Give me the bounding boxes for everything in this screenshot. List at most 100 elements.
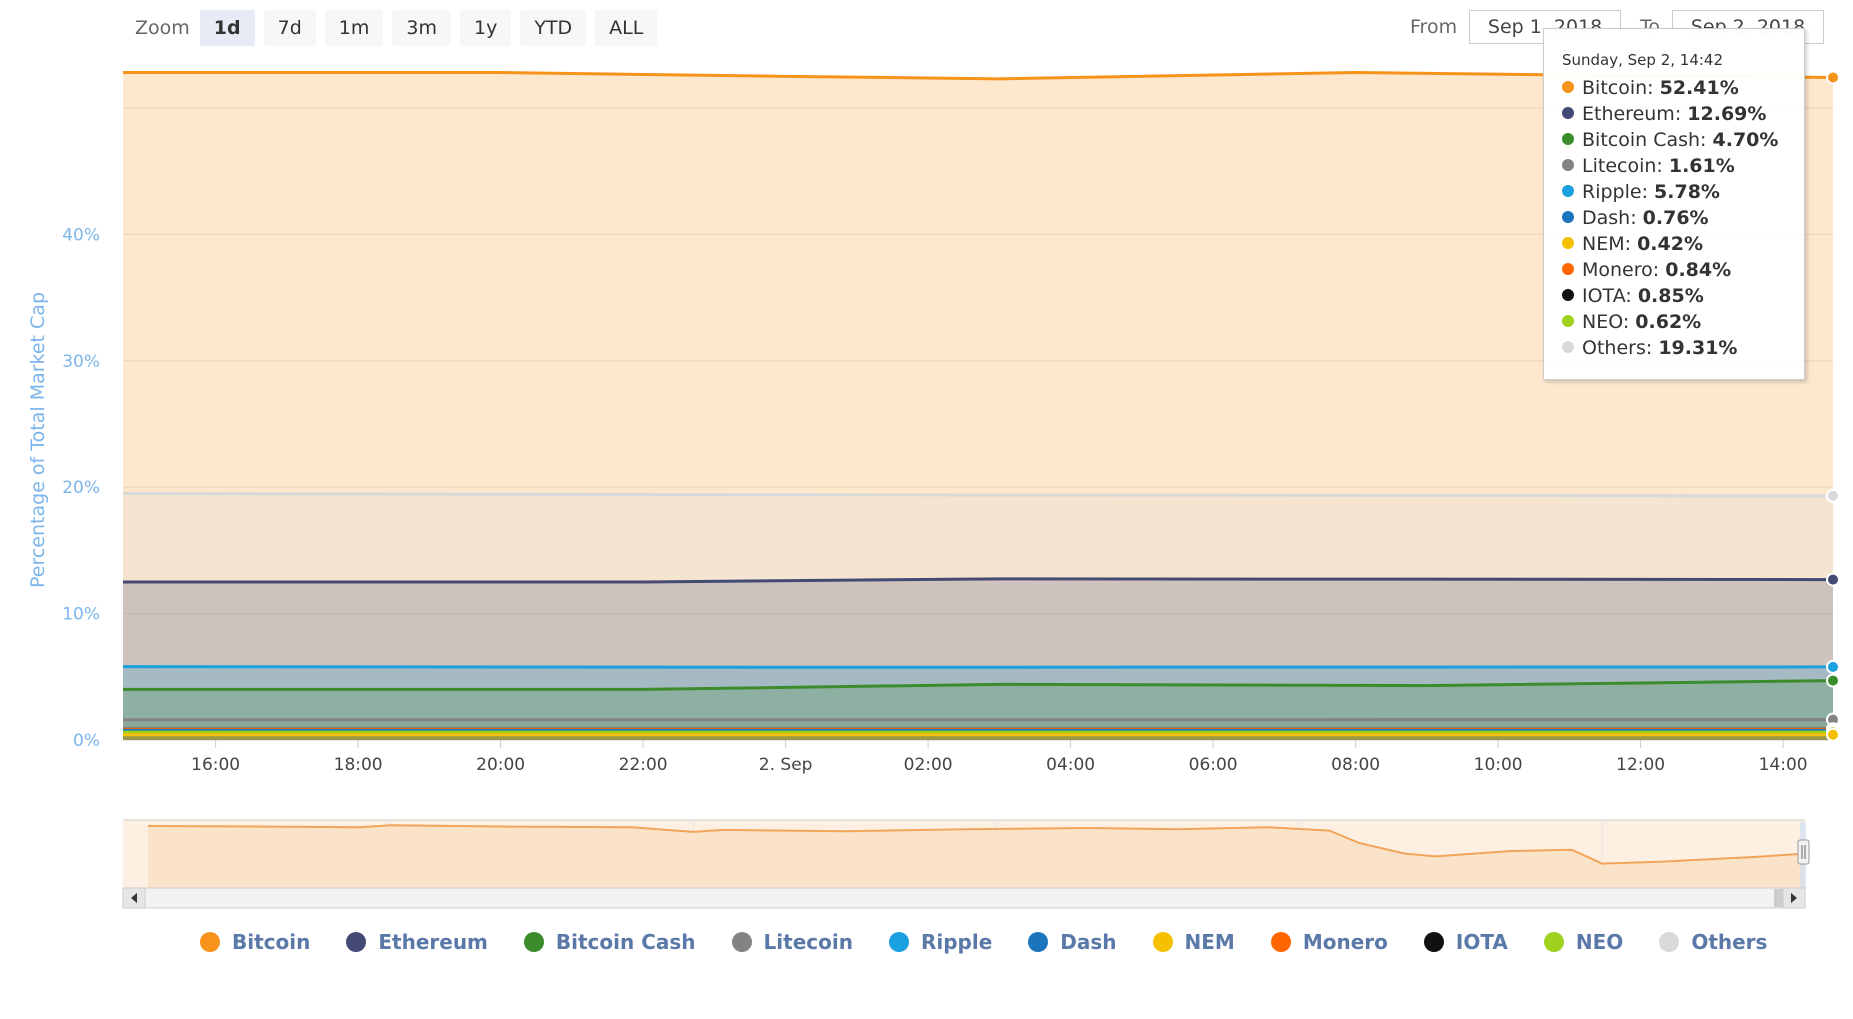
tooltip-dot	[1562, 80, 1574, 93]
tooltip-row-bitcoin-cash: Bitcoin Cash: 4.70%	[1562, 127, 1786, 153]
tooltip-series-name: Ripple	[1582, 181, 1642, 203]
tooltip-separator: :	[1645, 337, 1659, 359]
legend-dot	[523, 932, 544, 952]
tooltip-row-iota: IOTA: 0.85%	[1562, 283, 1786, 309]
area-bitcoin	[123, 72, 1833, 740]
legend-dot	[346, 932, 367, 952]
legend-dot	[1028, 932, 1049, 952]
legend-item-monero[interactable]: Monero	[1270, 930, 1388, 954]
legend-item-ethereum[interactable]: Ethereum	[346, 930, 488, 954]
area-others	[123, 493, 1833, 740]
tooltip: Sunday, Sep 2, 14:42 Bitcoin: 52.41% Ethe…	[1543, 28, 1805, 380]
tooltip-dot	[1562, 158, 1574, 171]
tooltip-rows: Bitcoin: 52.41% Ethereum: 12.69% Bitcoin C…	[1562, 75, 1786, 361]
scrollbar-thumb[interactable]	[1774, 889, 1783, 907]
zoom-1m-button[interactable]: 1m	[324, 10, 384, 46]
y-axis-title: Percentage of Total Market Cap	[27, 292, 49, 588]
legend-item-nem[interactable]: NEM	[1152, 930, 1235, 954]
legend-item-bitcoin-cash[interactable]: Bitcoin Cash	[523, 930, 696, 954]
x-tick-label: 20:00	[476, 755, 525, 775]
x-tick-label: 12:00	[1616, 755, 1665, 775]
legend-dot	[1659, 932, 1680, 952]
navigator: 20142015201620172018	[123, 819, 1810, 888]
marker-ripple[interactable]	[1826, 659, 1840, 674]
x-tick-label: 04:00	[1046, 755, 1095, 775]
line-others[interactable]	[122, 491, 1834, 498]
tooltip-series-name: Others	[1582, 337, 1646, 359]
zoom-1d-button[interactable]: 1d	[199, 10, 255, 46]
legend-dot	[200, 932, 220, 952]
marker-nem[interactable]	[1826, 727, 1840, 742]
legend-dot	[1270, 932, 1291, 952]
scrollbar-track[interactable]	[122, 887, 1806, 909]
line-ethereum[interactable]	[123, 577, 1834, 584]
line-bitcoin-cash[interactable]	[123, 679, 1834, 691]
legend-label: Others	[1691, 930, 1768, 954]
legend-item-bitcoin[interactable]: Bitcoin	[200, 930, 310, 954]
legend-item-dash[interactable]: Dash	[1028, 930, 1117, 954]
legend-item-neo[interactable]: NEO	[1543, 930, 1624, 954]
legend-label: NEO	[1575, 930, 1624, 954]
tooltip-series-name: NEM	[1582, 233, 1625, 255]
marker-others[interactable]	[1826, 488, 1840, 503]
marker-bitcoin-cash[interactable]	[1826, 673, 1840, 688]
tooltip-separator: :	[1622, 311, 1636, 333]
tooltip-row-nem: NEM: 0.42%	[1562, 231, 1786, 257]
tooltip-series-value: 0.84%	[1665, 259, 1732, 281]
legend-item-others[interactable]: Others	[1659, 930, 1767, 954]
navigator-area	[148, 825, 1805, 888]
tooltip-series-value: 0.42%	[1637, 233, 1703, 255]
legend-label: Bitcoin	[232, 930, 311, 954]
legend-label: IOTA	[1455, 930, 1508, 954]
zoom-all-button[interactable]: ALL	[595, 10, 658, 46]
legend-label: NEM	[1184, 930, 1235, 954]
tooltip-separator: :	[1674, 103, 1688, 125]
zoom-label: Zoom	[135, 17, 190, 39]
tooltip-separator: :	[1647, 77, 1660, 99]
zoom-3m-button[interactable]: 3m	[392, 10, 451, 46]
legend-dot	[1423, 932, 1444, 952]
zoom-bar: Zoom 1d 7d 1m 3m 1y YTD ALL	[135, 10, 666, 46]
x-tick-label: 14:00	[1759, 755, 1808, 775]
x-tick-label: 18:00	[334, 755, 383, 775]
x-tick-label: 2. Sep	[759, 755, 813, 775]
y-tick-label: 20%	[62, 478, 100, 498]
tooltip-series-name: Bitcoin Cash	[1582, 129, 1701, 151]
navigator-handle[interactable]	[1797, 839, 1810, 865]
tooltip-dot	[1562, 184, 1574, 197]
tooltip-dot	[1562, 262, 1574, 275]
legend-dot	[1152, 932, 1173, 952]
tooltip-separator: :	[1630, 207, 1643, 229]
legend-label: Monero	[1302, 930, 1388, 954]
marker-bitcoin[interactable]	[1826, 70, 1840, 85]
series-areas	[122, 71, 1834, 740]
area-bitcoin-cash	[123, 680, 1833, 740]
tooltip-separator: :	[1641, 181, 1655, 203]
tooltip-series-value: 4.70%	[1712, 129, 1779, 151]
scroll-left-arrow-icon	[131, 893, 137, 903]
tooltip-series-name: Litecoin	[1582, 155, 1657, 177]
line-ripple[interactable]	[122, 665, 1834, 669]
tooltip-row-others: Others: 19.31%	[1562, 335, 1786, 361]
tooltip-dot	[1562, 132, 1574, 145]
tooltip-separator: :	[1625, 285, 1638, 307]
scrollbar[interactable]	[122, 887, 1806, 909]
tooltip-separator: :	[1700, 129, 1713, 151]
zoom-ytd-button[interactable]: YTD	[520, 10, 587, 46]
x-tick-label: 02:00	[904, 755, 953, 775]
legend-item-iota[interactable]: IOTA	[1423, 930, 1508, 954]
tooltip-separator: :	[1656, 155, 1669, 177]
tooltip-series-value: 0.76%	[1642, 207, 1709, 229]
legend-item-ripple[interactable]: Ripple	[888, 930, 993, 954]
legend-label: Ripple	[920, 930, 993, 954]
legend-item-litecoin[interactable]: Litecoin	[731, 930, 853, 954]
x-tick-label: 22:00	[619, 755, 668, 775]
tooltip-dot	[1562, 236, 1574, 249]
tooltip-series-value: 0.85%	[1637, 285, 1704, 307]
zoom-1y-button[interactable]: 1y	[459, 10, 512, 46]
tooltip-series-value: 12.69%	[1687, 103, 1767, 125]
marker-ethereum[interactable]	[1826, 572, 1840, 587]
tooltip-series-name: NEO	[1582, 311, 1623, 333]
tooltip-separator: :	[1652, 259, 1666, 281]
zoom-7d-button[interactable]: 7d	[263, 10, 316, 46]
